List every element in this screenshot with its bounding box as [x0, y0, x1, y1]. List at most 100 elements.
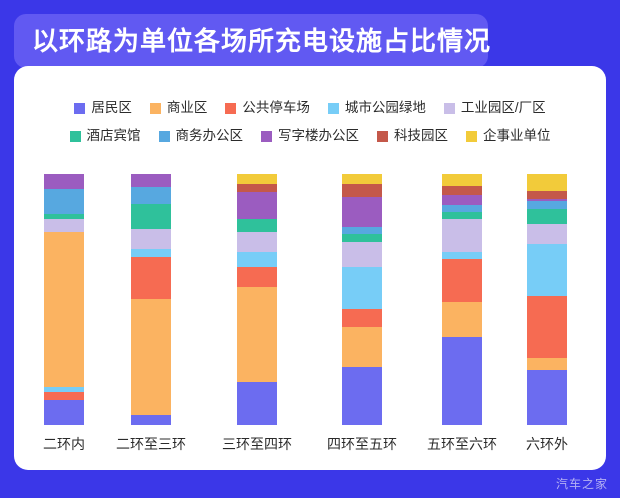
bar-segment-business-office[interactable]	[342, 226, 382, 235]
legend-item-business-office[interactable]: 商务办公区	[158, 129, 243, 143]
square-swatch-icon	[327, 102, 339, 114]
legend-row: 居民区 商业区 公共停车场 城市公园绿地 工业园区/厂区	[14, 94, 606, 122]
square-swatch-icon	[443, 102, 455, 114]
legend-item-hotel[interactable]: 酒店宾馆	[69, 128, 141, 144]
bar-2[interactable]	[131, 174, 171, 425]
legend-row: 酒店宾馆 商务办公区 写字楼办公区 科技园区 企事业单位	[14, 122, 606, 150]
bar-segment-enterprise[interactable]	[342, 174, 382, 185]
bar-segment-residential[interactable]	[342, 367, 382, 425]
legend-item-commercial[interactable]: 商业区	[149, 100, 208, 116]
chart-legend: 居民区 商业区 公共停车场 城市公园绿地 工业园区/厂区酒店宾馆 商务办公区 写字楼办公区 科…	[14, 94, 606, 150]
square-swatch-icon	[261, 130, 272, 142]
bar-segment-public-parking[interactable]	[527, 295, 567, 358]
chart-card: 居民区 商业区 公共停车场 城市公园绿地 工业园区/厂区酒店宾馆 商务办公区 写字楼办公区 科…	[14, 66, 606, 470]
bar-segment-tech-park[interactable]	[237, 184, 277, 192]
bar-segment-tech-park[interactable]	[527, 191, 567, 199]
x-axis-label-5: 五环至六环	[427, 436, 497, 452]
bar-3[interactable]	[237, 174, 277, 425]
bar-segment-enterprise[interactable]	[237, 174, 277, 185]
bar-segment-business-office[interactable]	[131, 186, 171, 205]
page-title: 以环路为单位各场所充电设施占比情况	[32, 26, 492, 56]
bar-segment-city-park[interactable]	[131, 249, 171, 257]
bar-segment-office-building[interactable]	[44, 174, 84, 190]
bar-segment-public-parking[interactable]	[44, 392, 84, 400]
bar-segment-industrial[interactable]	[342, 241, 382, 267]
bar-segment-residential[interactable]	[44, 399, 84, 425]
bar-1[interactable]	[44, 174, 84, 425]
bar-segment-hotel[interactable]	[44, 214, 84, 220]
bar-segment-public-parking[interactable]	[442, 259, 482, 302]
bar-segment-business-office[interactable]	[442, 204, 482, 212]
legend-item-enterprise[interactable]: 企事业单位	[466, 129, 551, 143]
legend-item-label: 科技园区	[394, 128, 448, 144]
bar-segment-commercial[interactable]	[442, 301, 482, 338]
legend-item-city-park[interactable]: 城市公园绿地	[327, 100, 426, 116]
legend-item-label: 酒店宾馆	[86, 128, 141, 144]
bar-segment-enterprise[interactable]	[442, 174, 482, 186]
bar-segment-office-building[interactable]	[237, 191, 277, 220]
bar-segment-city-park[interactable]	[44, 387, 84, 393]
bar-segment-public-parking[interactable]	[342, 309, 382, 328]
bar-segment-office-building[interactable]	[342, 196, 382, 227]
legend-item-label: 写字楼办公区	[278, 128, 359, 144]
bar-segment-city-park[interactable]	[442, 252, 482, 260]
bar-segment-commercial[interactable]	[44, 231, 84, 388]
bar-segment-industrial[interactable]	[131, 229, 171, 250]
bar-segment-industrial[interactable]	[442, 218, 482, 253]
bar-segment-residential[interactable]	[237, 382, 277, 425]
legend-item-label: 城市公园绿地	[344, 100, 426, 116]
bar-segment-hotel[interactable]	[237, 219, 277, 232]
bar-segment-commercial[interactable]	[131, 299, 171, 415]
legend-item-tech-park[interactable]: 科技园区	[377, 129, 448, 143]
bar-segment-office-building[interactable]	[442, 195, 482, 205]
bar-segment-tech-park[interactable]	[442, 185, 482, 196]
square-swatch-icon	[158, 130, 170, 142]
bar-segment-commercial[interactable]	[342, 327, 382, 368]
bar-segment-business-office[interactable]	[44, 189, 84, 215]
bar-segment-residential[interactable]	[131, 414, 171, 425]
x-axis-label-1: 二环内	[43, 436, 85, 452]
bar-segment-hotel[interactable]	[527, 208, 567, 224]
x-axis-label-3: 三环至四环	[222, 436, 292, 452]
square-swatch-icon	[69, 130, 81, 142]
legend-item-residential[interactable]: 居民区	[74, 101, 132, 115]
x-axis-label-6: 六环外	[526, 436, 568, 452]
bar-segment-city-park[interactable]	[527, 243, 567, 296]
legend-item-label: 商业区	[166, 100, 208, 116]
chart-plot-area: 二环内 二环至三环 三环至四环 四环至五环 五环至六环 六环外	[14, 66, 606, 470]
bar-segment-industrial[interactable]	[44, 219, 84, 232]
bar-segment-office-building[interactable]	[527, 198, 567, 202]
bar-segment-city-park[interactable]	[342, 266, 382, 310]
title-bubble: 以环路为单位各场所充电设施占比情况	[14, 14, 492, 68]
bar-segment-enterprise[interactable]	[527, 174, 567, 192]
bar-segment-city-park[interactable]	[237, 251, 277, 267]
square-swatch-icon	[466, 130, 477, 142]
legend-item-public-parking[interactable]: 公共停车场	[225, 101, 310, 115]
bar-segment-residential[interactable]	[442, 337, 482, 425]
bar-4[interactable]	[342, 174, 382, 425]
legend-item-office-building[interactable]: 写字楼办公区	[261, 129, 359, 143]
bar-segment-public-parking[interactable]	[237, 266, 277, 287]
square-swatch-icon	[74, 102, 86, 114]
bar-segment-office-building[interactable]	[131, 174, 171, 187]
legend-item-label: 企事业单位	[483, 128, 551, 144]
bar-segment-industrial[interactable]	[527, 223, 567, 244]
bar-segment-industrial[interactable]	[237, 231, 277, 252]
bar-5[interactable]	[442, 174, 482, 425]
bar-segment-business-office[interactable]	[527, 201, 567, 209]
square-swatch-icon	[225, 102, 237, 114]
watermark: 汽车之家	[555, 477, 608, 491]
bar-6[interactable]	[527, 174, 567, 425]
square-swatch-icon	[149, 102, 161, 114]
bar-segment-public-parking[interactable]	[131, 256, 171, 300]
bar-segment-commercial[interactable]	[527, 357, 567, 371]
bar-segment-hotel[interactable]	[442, 211, 482, 219]
bar-segment-hotel[interactable]	[131, 204, 171, 230]
bar-segment-tech-park[interactable]	[342, 184, 382, 197]
x-axis-label-4: 四环至五环	[327, 436, 397, 452]
bar-segment-commercial[interactable]	[237, 286, 277, 383]
legend-item-industrial[interactable]: 工业园区/厂区	[443, 101, 546, 115]
bar-segment-residential[interactable]	[527, 370, 567, 425]
bar-segment-hotel[interactable]	[342, 234, 382, 242]
